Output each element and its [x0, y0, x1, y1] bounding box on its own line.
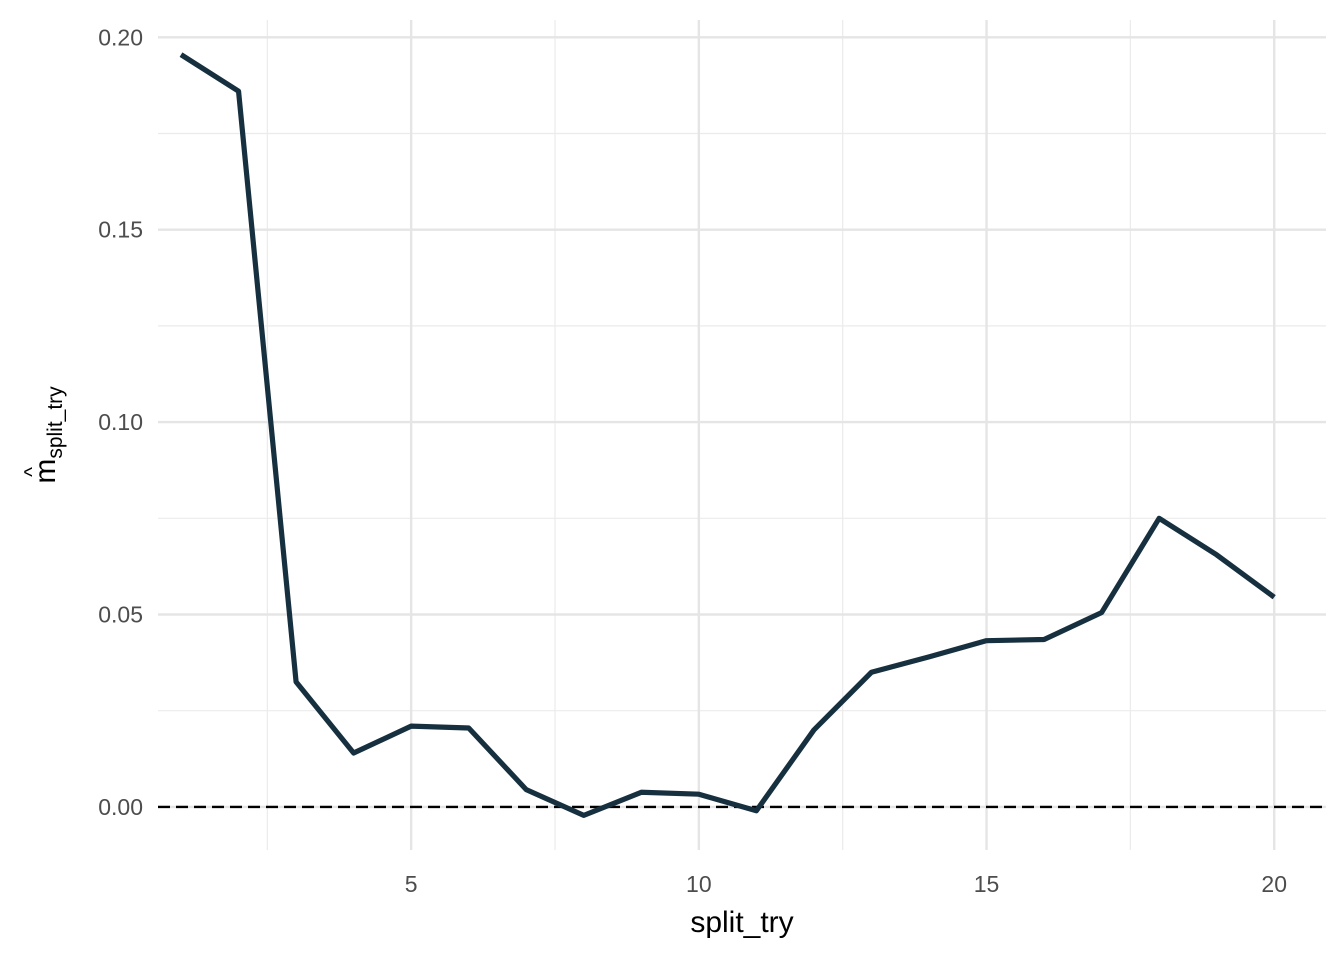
- y-axis-title-hat: ^: [21, 467, 44, 477]
- x-tick-label: 20: [1261, 871, 1287, 897]
- y-tick-labels: 0.00 0.05 0.10 0.15 0.20: [98, 24, 143, 820]
- x-tick-label: 10: [686, 871, 712, 897]
- x-tick-label: 15: [974, 871, 1000, 897]
- minor-gridlines: [158, 20, 1326, 850]
- y-tick-label: 0.10: [98, 409, 143, 435]
- y-tick-label: 0.00: [98, 794, 143, 820]
- svg-text:msplit_try: msplit_try: [29, 386, 67, 484]
- y-axis-title-subscript: split_try: [44, 386, 67, 459]
- y-tick-label: 0.20: [98, 24, 143, 50]
- x-tick-labels: 5 10 15 20: [405, 871, 1287, 897]
- series-line: [179, 52, 1276, 818]
- x-tick-label: 5: [405, 871, 418, 897]
- y-tick-label: 0.15: [98, 217, 143, 243]
- x-axis-title: split_try: [690, 906, 793, 939]
- y-axis-title-main: m: [29, 459, 62, 484]
- y-axis-title: msplit_try ^: [21, 386, 67, 484]
- y-tick-label: 0.05: [98, 602, 143, 628]
- series-group: [179, 52, 1276, 818]
